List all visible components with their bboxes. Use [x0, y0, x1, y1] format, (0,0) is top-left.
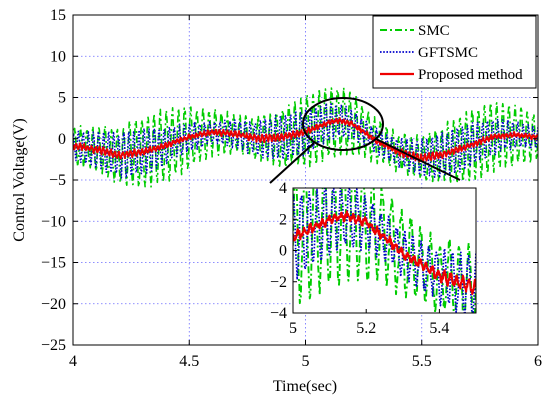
inset-series-group	[293, 188, 476, 313]
y-tick-label: 10	[50, 48, 66, 65]
y-tick-label: −25	[41, 337, 66, 354]
legend-label: GFTSMC	[418, 45, 478, 61]
inset-y-tick-label: −4	[270, 305, 287, 322]
inset-series-line-gftsmc	[293, 188, 476, 313]
zoom-ellipse	[302, 97, 384, 151]
x-tick-label: 5	[302, 353, 310, 370]
y-axis-label: Control Voltage(V)	[11, 118, 28, 241]
inset-y-tick-labels: −4 −2 0 2 4	[270, 180, 287, 322]
series-line-gftsmc	[73, 101, 538, 179]
x-axis-label: Time(sec)	[273, 378, 337, 395]
inset-x-tick-labels: 5 5.2 5.4	[289, 320, 449, 337]
legend-label: SMC	[418, 23, 450, 39]
x-tick-label: 4	[69, 353, 77, 370]
y-tick-label: 5	[58, 90, 66, 107]
y-tick-label: −15	[41, 255, 66, 272]
inset-y-tick-label: 2	[279, 211, 287, 228]
legend: SMC GFTSMC Proposed method	[372, 15, 537, 89]
x-tick-label: 6	[534, 353, 542, 370]
x-tick-label: 5.5	[412, 353, 432, 370]
zoom-connector-left	[269, 142, 315, 184]
y-tick-label: 0	[58, 131, 66, 148]
inset-y-tick-label: 4	[279, 180, 287, 197]
y-tick-label: −10	[41, 213, 66, 230]
zoom-connector-right	[375, 138, 461, 181]
y-tick-label: 15	[50, 7, 66, 24]
inset-series-line-proposed-method	[293, 210, 476, 295]
y-tick-label: −5	[49, 172, 66, 189]
x-tick-label: 4.5	[179, 353, 199, 370]
inset-x-tick-label: 5.4	[429, 320, 449, 337]
legend-items: SMC GFTSMC Proposed method	[380, 23, 523, 83]
inset-x-tick-label: 5	[289, 320, 297, 337]
inset-x-tick-label: 5.2	[356, 320, 376, 337]
legend-label: Proposed method	[418, 67, 523, 83]
inset-y-tick-label: 0	[279, 243, 287, 260]
x-tick-labels: 4 4.5 5 5.5 6	[69, 353, 542, 370]
inset-ticks	[292, 187, 440, 314]
y-tick-labels: −25 −20 −15 −10 −5 0 5 10 15	[41, 7, 66, 354]
y-tick-label: −20	[41, 296, 66, 313]
inset-y-tick-label: −2	[270, 274, 287, 291]
